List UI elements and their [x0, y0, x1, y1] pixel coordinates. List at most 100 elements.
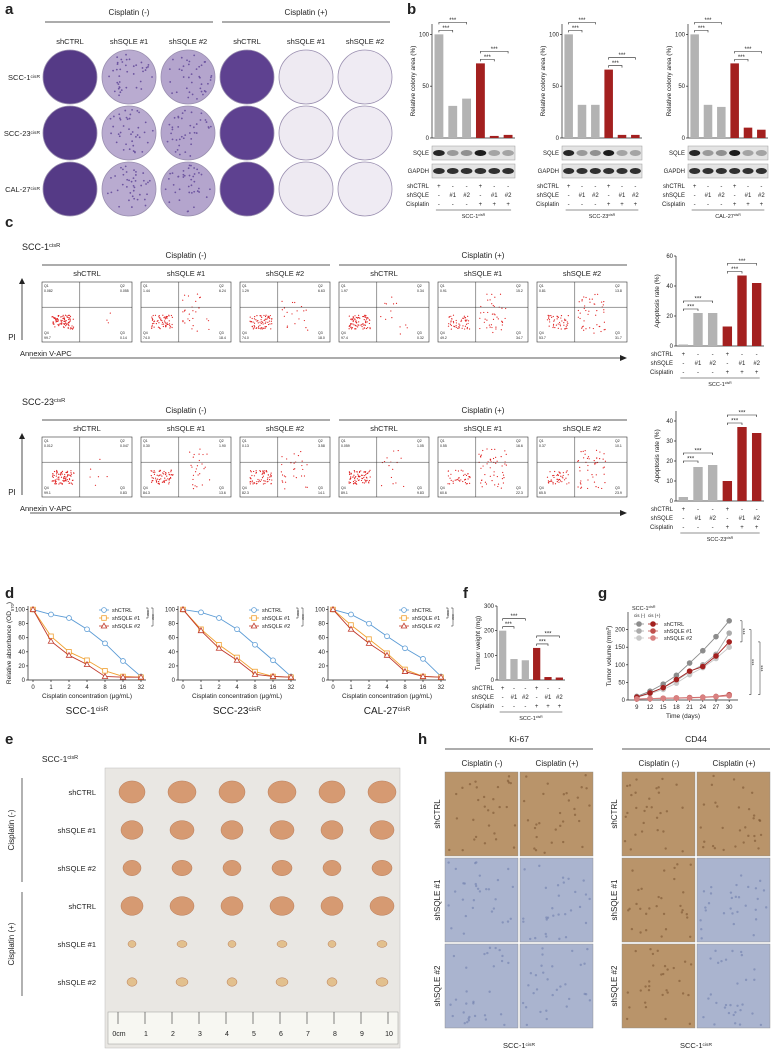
bar	[730, 63, 739, 138]
ihc-cell	[487, 824, 491, 827]
flow-dot	[259, 480, 261, 483]
ihc-cell	[475, 786, 478, 789]
flow-dot	[582, 450, 584, 452]
condition-cell: -	[452, 184, 454, 190]
flow-dot	[357, 324, 359, 326]
condition-label: Cisplatin	[650, 370, 673, 376]
flow-dot	[562, 472, 564, 474]
flow-dot	[453, 325, 455, 327]
quadrant-value: 74.0	[143, 336, 150, 340]
flow-dot	[192, 325, 194, 327]
ihc-image	[444, 857, 519, 943]
flow-dot	[261, 321, 263, 323]
colony-dot	[119, 91, 122, 94]
tumor	[276, 940, 288, 948]
flow-dot	[270, 482, 272, 485]
flow-dot	[566, 324, 568, 326]
condition-cell: -	[547, 686, 549, 692]
ihc-cell	[752, 817, 755, 820]
flow-dot	[391, 296, 393, 298]
flow-dot	[594, 293, 596, 296]
colony-plate	[101, 161, 157, 217]
flow-dot	[281, 474, 284, 476]
colony-dot	[168, 123, 171, 126]
flow-dot	[99, 458, 101, 460]
y-axis-label: Relative colony area (%)	[666, 46, 673, 117]
flow-dot	[553, 474, 555, 477]
colony-dot	[128, 199, 130, 202]
flow-dot	[455, 319, 457, 322]
flow-dot	[583, 296, 585, 298]
colony-dot	[188, 91, 191, 94]
colony-dot	[178, 188, 181, 191]
flow-dot	[588, 310, 590, 312]
flow-dot	[168, 483, 170, 485]
flow-dot	[195, 311, 197, 313]
flow-dot	[196, 293, 199, 295]
flow-dot	[362, 315, 364, 318]
flow-dot	[348, 325, 350, 328]
flow-dot	[403, 485, 405, 488]
ihc-cell	[492, 907, 496, 910]
significance-label: ***	[687, 457, 695, 463]
flow-dot	[151, 477, 153, 479]
flow-dot	[169, 327, 171, 329]
ihc-cell	[754, 918, 758, 921]
flow-dot	[51, 475, 54, 477]
ihc-cell	[494, 838, 498, 841]
flow-dot	[450, 328, 452, 330]
group-label: Cisplatin (-)	[462, 759, 503, 768]
flow-dot	[464, 319, 466, 321]
flow-dot	[490, 324, 493, 326]
ihc-cell	[454, 867, 458, 871]
flow-dot	[554, 470, 556, 473]
point	[713, 633, 719, 640]
condition-label: Cisplatin	[471, 704, 494, 710]
ihc-cell	[494, 946, 497, 950]
colony-plate	[337, 161, 393, 217]
flow-dot	[163, 480, 165, 483]
ihc-cell	[583, 992, 586, 996]
colony-dot	[129, 113, 132, 116]
colony-dot	[200, 112, 203, 115]
y-tick-label: 50	[552, 84, 559, 90]
flow-dot	[251, 325, 253, 327]
flow-dot	[249, 470, 252, 472]
x-tick-label: 8	[253, 685, 257, 691]
flow-dot	[354, 471, 356, 473]
flow-dot	[390, 476, 393, 479]
flow-dot	[61, 322, 63, 324]
flow-dot	[599, 458, 601, 460]
flow-dot	[302, 468, 304, 471]
flow-dot	[354, 328, 356, 330]
significance-bracket	[683, 460, 699, 463]
cell-line-label-part: cisR	[478, 213, 485, 217]
legend-label: shSQLE #2	[412, 624, 440, 630]
flow-dot	[295, 477, 297, 479]
condition-cell: +	[535, 704, 539, 710]
quadrant-name: Q4	[44, 331, 49, 335]
row-label-part: CAL-27	[5, 185, 30, 194]
significance-bracket	[151, 607, 154, 627]
flow-dot	[158, 479, 161, 481]
flow-dot	[157, 478, 159, 480]
flow-dot	[563, 322, 565, 324]
legend-marker	[251, 615, 257, 621]
point	[402, 645, 408, 652]
flow-dot	[193, 453, 195, 456]
point	[647, 695, 653, 702]
colony-dot	[136, 109, 139, 112]
condition-cell: -	[694, 193, 696, 199]
flow-dot	[494, 484, 496, 486]
colony-dot	[204, 119, 207, 121]
colony-dot	[188, 132, 191, 134]
ihc-cell	[652, 964, 655, 967]
condition-cell: -	[493, 184, 495, 190]
ihc-cell	[565, 792, 568, 795]
flow-dot	[603, 453, 605, 455]
flow-dot	[252, 321, 254, 323]
significance-label: ***	[484, 55, 492, 61]
colony-dot	[200, 90, 203, 93]
quadrant-value: 6.24	[219, 289, 226, 293]
flow-dot	[63, 317, 66, 319]
